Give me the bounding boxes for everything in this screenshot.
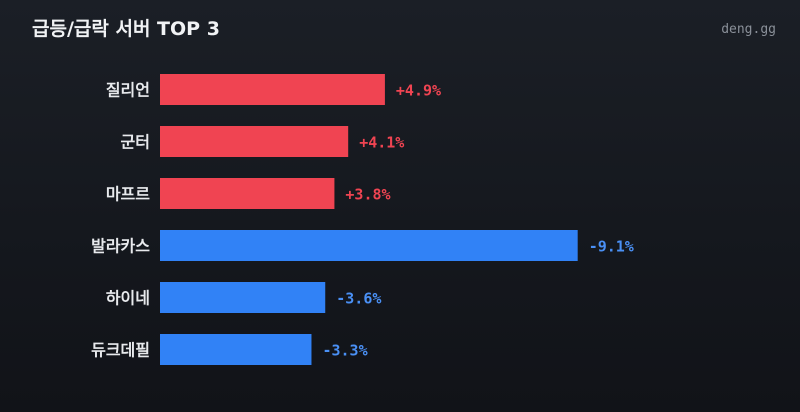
category-label: 듀크데필 xyxy=(91,341,150,360)
brand-watermark: deng.gg xyxy=(721,22,776,37)
bar-down[interactable] xyxy=(160,230,578,261)
category-label: 군터 xyxy=(121,133,150,152)
value-label: -3.6% xyxy=(336,290,381,308)
category-label: 마프르 xyxy=(106,185,150,204)
category-label: 질리언 xyxy=(106,81,150,100)
category-label: 하이네 xyxy=(106,289,150,308)
bar-up[interactable] xyxy=(160,126,349,157)
bar-up[interactable] xyxy=(160,178,335,209)
category-label: 발라카스 xyxy=(91,237,150,256)
value-label: -3.3% xyxy=(322,342,367,360)
bar-down[interactable] xyxy=(160,334,312,365)
bar-up[interactable] xyxy=(160,74,385,105)
value-label: -9.1% xyxy=(589,238,634,256)
chart-title: 급등/급락 서버 TOP 3 xyxy=(32,18,220,40)
value-label: +4.1% xyxy=(359,134,404,152)
bar-down[interactable] xyxy=(160,282,326,313)
value-label: +4.9% xyxy=(396,82,441,100)
value-label: +3.8% xyxy=(345,186,390,204)
